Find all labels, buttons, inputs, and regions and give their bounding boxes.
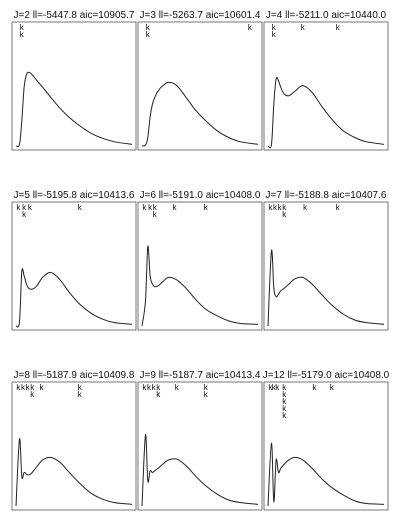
density-curve [141, 81, 259, 147]
knot-label: k [301, 23, 306, 32]
knot-label: k [336, 203, 341, 212]
panel-title: J=9 ll=-5187.7 aic=10413.4 [140, 370, 261, 381]
knot-label: k [204, 203, 209, 212]
knot-label: k [16, 383, 21, 392]
panel-frame [263, 201, 389, 331]
panel-frame [263, 381, 389, 511]
panel-title: J=5 ll=-5195.8 aic=10413.6 [14, 190, 135, 201]
knot-label: k [22, 210, 27, 219]
panel-title: J=7 ll=-5188.8 aic=10407.6 [266, 190, 387, 201]
knot-label: k [278, 203, 283, 212]
knot-label: k [78, 383, 83, 392]
knot-label: k [20, 30, 25, 39]
knot-label: k [148, 203, 153, 212]
knot-label: k [204, 383, 209, 392]
knot-label: k [272, 383, 277, 392]
panel-title: J=2 ll=-5447.8 aic=10905.7 [14, 10, 135, 21]
density-curve [15, 268, 133, 328]
knot-label: k [30, 383, 35, 392]
knot-label: k [272, 30, 277, 39]
knot-label: k [156, 390, 161, 399]
knot-label: k [282, 210, 287, 219]
knot-label: k [282, 203, 287, 212]
knot-label: k [153, 203, 158, 212]
knot-label: k [147, 383, 152, 392]
density-curve [15, 71, 133, 148]
panel-frame [11, 21, 137, 151]
knot-label: k [146, 23, 151, 32]
panel-title: J=6 ll=-5191.0 aic=10408.0 [140, 190, 261, 201]
knot-label: k [78, 203, 83, 212]
knot-label: k [153, 210, 158, 219]
knot-label: k [336, 23, 341, 32]
knot-label: k [273, 203, 278, 212]
density-curve [141, 434, 259, 507]
knot-label: k [142, 383, 147, 392]
knot-label: k [28, 203, 33, 212]
density-curve [267, 76, 385, 149]
density-curve [141, 245, 259, 327]
knot-label: k [26, 383, 31, 392]
knot-label: k [16, 203, 21, 212]
knot-label: k [40, 383, 45, 392]
panel-title: J=8 ll=-5187.9 aic=10409.8 [14, 370, 135, 381]
knot-label: k [312, 383, 317, 392]
knot-label: k [275, 383, 280, 392]
density-curve [267, 249, 385, 327]
knot-label: k [146, 30, 151, 39]
panel-title: J=12 ll=-5179.0 aic=10408.0 [263, 370, 390, 381]
panel-frame [11, 201, 137, 331]
knot-label: k [156, 383, 161, 392]
knot-label: k [175, 383, 180, 392]
knot-label: k [22, 203, 27, 212]
panel-frame [11, 381, 137, 511]
knot-label: k [142, 203, 147, 212]
panel-title: J=3 ll=-5263.7 aic=10601.4 [140, 10, 261, 21]
knot-label: k [248, 23, 253, 32]
knot-label: k [204, 390, 209, 399]
knot-label: k [282, 383, 287, 392]
panel-frame [137, 201, 263, 331]
knot-label: k [282, 390, 287, 399]
knot-label: k [282, 404, 287, 413]
knot-label: k [152, 383, 157, 392]
panel-frame [137, 381, 263, 511]
knot-label: k [282, 397, 287, 406]
panel-frame [263, 21, 389, 151]
knot-label: k [172, 203, 177, 212]
density-curve [15, 438, 133, 507]
knot-label: k [30, 390, 35, 399]
knot-label: k [268, 203, 273, 212]
knot-label: k [282, 411, 287, 420]
knot-label: k [303, 203, 308, 212]
knot-label: k [330, 383, 335, 392]
knot-label: k [21, 383, 26, 392]
knot-label: k [272, 23, 277, 32]
knot-label: k [78, 390, 83, 399]
knot-label: k [20, 23, 25, 32]
panel-frame [137, 21, 263, 151]
panel-title: J=4 ll=-5211.0 aic=10440.0 [266, 10, 387, 21]
knot-label: k [268, 383, 273, 392]
density-curve [267, 442, 385, 507]
